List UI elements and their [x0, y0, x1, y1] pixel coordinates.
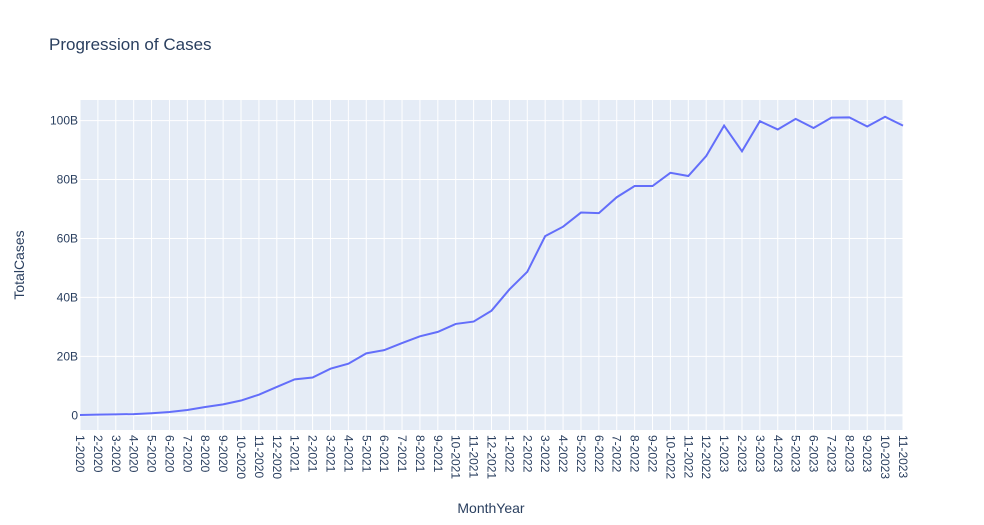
x-tick-labels: 1-2020 2-2020 3-2020 4-2020 5-2020 6-2020 7-20…	[73, 435, 910, 479]
x-tick-label: 4-2022	[556, 435, 570, 473]
x-tick-label: 3-2022	[538, 435, 552, 473]
x-tick-label: 11-2021	[467, 435, 481, 478]
y-tick-label: 100B	[50, 114, 78, 128]
x-tick-label: 12-2022	[699, 435, 713, 479]
x-tick-label: 9-2023	[860, 435, 874, 473]
x-tick-label: 11-2022	[681, 435, 695, 478]
x-tick-label: 12-2021	[485, 435, 499, 479]
chart-title: Progression of Cases	[49, 35, 212, 54]
x-tick-label: 8-2022	[628, 435, 642, 473]
x-tick-label: 4-2020	[127, 435, 141, 473]
x-tick-label: 8-2021	[413, 435, 427, 473]
y-gridlines	[80, 120, 903, 417]
x-tick-label: 11-2023	[896, 435, 910, 478]
x-tick-label: 10-2022	[663, 435, 677, 479]
x-tick-label: 8-2023	[842, 435, 856, 473]
x-tick-label: 9-2020	[216, 435, 230, 473]
x-tick-label: 11-2020	[252, 435, 266, 478]
x-tick-label: 4-2021	[341, 435, 355, 473]
y-tick-labels: 0 20B 40B 60B 80B 100B	[50, 114, 78, 423]
x-tick-label: 1-2022	[502, 435, 516, 473]
x-tick-label: 2-2023	[735, 435, 749, 473]
x-tick-label: 10-2023	[878, 435, 892, 479]
x-tick-label: 8-2020	[198, 435, 212, 473]
y-axis-title: TotalCases	[11, 230, 27, 299]
x-tick-label: 2-2021	[306, 435, 320, 473]
x-tick-label: 3-2020	[109, 435, 123, 473]
x-tick-label: 7-2022	[610, 435, 624, 473]
x-gridlines	[79, 100, 904, 430]
x-tick-label: 5-2020	[145, 435, 159, 473]
y-tick-label: 0	[71, 408, 78, 422]
x-tick-label: 7-2020	[180, 435, 194, 473]
x-tick-label: 5-2022	[574, 435, 588, 473]
x-tick-label: 9-2021	[431, 435, 445, 473]
x-tick-label: 7-2021	[395, 435, 409, 473]
x-tick-label: 4-2023	[771, 435, 785, 473]
x-tick-label: 5-2023	[789, 435, 803, 473]
x-tick-label: 2-2022	[520, 435, 534, 473]
x-tick-label: 2-2020	[91, 435, 105, 473]
x-tick-label: 1-2023	[717, 435, 731, 473]
x-tick-label: 12-2020	[270, 435, 284, 479]
x-tick-label: 1-2020	[73, 435, 87, 473]
x-tick-label: 5-2021	[359, 435, 373, 473]
x-tick-label: 7-2023	[824, 435, 838, 473]
x-tick-label: 6-2022	[592, 435, 606, 473]
series-line	[79, 115, 904, 416]
x-tick-label: 6-2023	[807, 435, 821, 473]
y-tick-label: 60B	[57, 231, 78, 245]
x-tick-label: 6-2021	[377, 435, 391, 473]
y-tick-label: 20B	[57, 349, 78, 363]
x-tick-label: 10-2020	[234, 435, 248, 479]
x-tick-label: 6-2020	[162, 435, 176, 473]
x-tick-label: 10-2021	[449, 435, 463, 479]
x-tick-label: 3-2021	[323, 435, 337, 473]
y-tick-label: 80B	[57, 173, 78, 187]
x-tick-label: 1-2021	[288, 435, 302, 473]
y-tick-label: 40B	[57, 290, 78, 304]
x-tick-label: 9-2022	[646, 435, 660, 473]
x-axis-title: MonthYear	[457, 500, 525, 516]
x-tick-label: 3-2023	[753, 435, 767, 473]
